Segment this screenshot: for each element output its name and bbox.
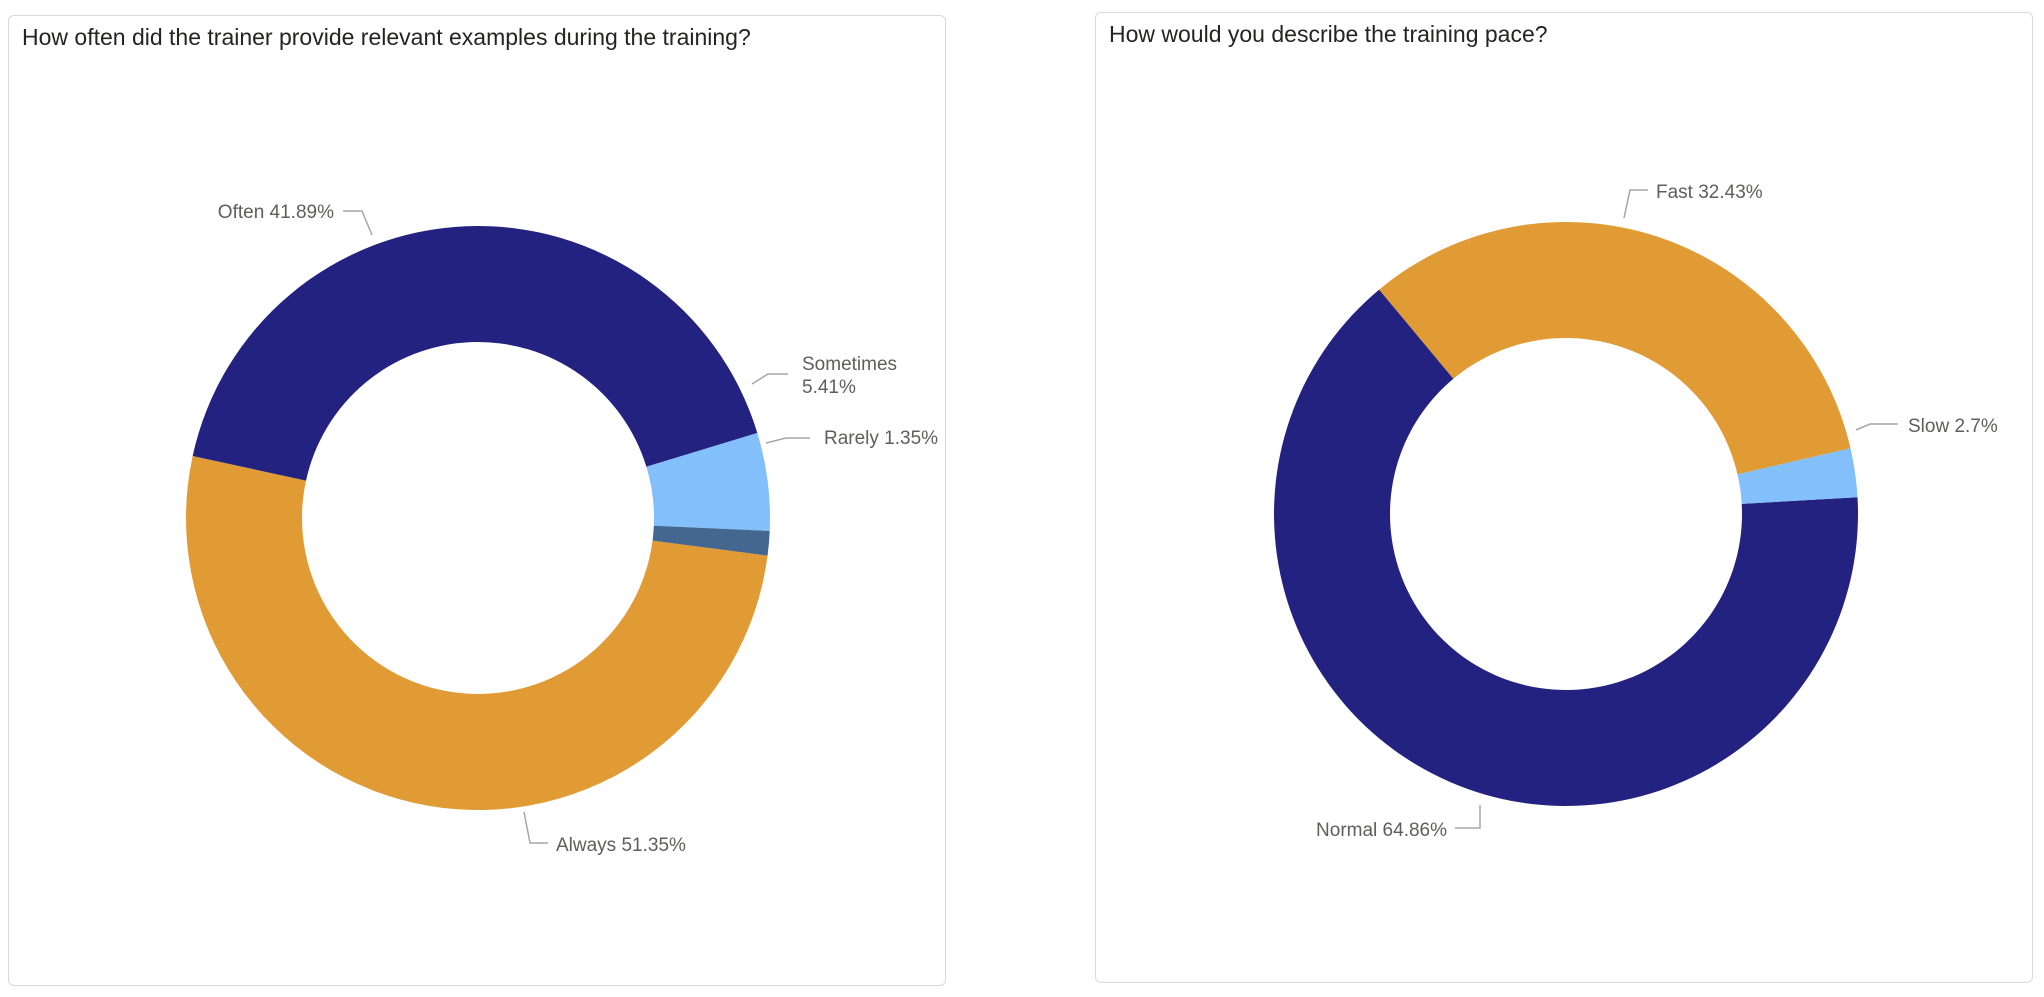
- slice-label-always: Always 51.35%: [556, 835, 686, 856]
- slice-slow[interactable]: [1737, 448, 1858, 504]
- chart-title: How often did the trainer provide releva…: [22, 24, 751, 50]
- chart-card-training-pace: How would you describe the training pace…: [1095, 12, 2033, 983]
- leader-line-always: [523, 811, 548, 844]
- slice-label-rarely: Rarely 1.35%: [824, 428, 938, 449]
- donut-chart-2: Normal 64.86% Fast 32.43% Slow 2.7%: [1274, 182, 1998, 841]
- slice-label-often: Often 41.89%: [218, 202, 334, 223]
- slice-fast[interactable]: [1379, 221, 1851, 475]
- slice-sometimes[interactable]: [646, 432, 770, 531]
- slice-label-slow: Slow 2.7%: [1908, 416, 1998, 437]
- slice-always[interactable]: [186, 455, 768, 810]
- slice-label-sometimes: Sometimes 5.41%: [802, 354, 897, 398]
- chart-title: How would you describe the training pace…: [1109, 21, 1548, 47]
- slice-normal[interactable]: [1274, 289, 1859, 806]
- donut-chart-1: Always 51.35% Often 41.89% Sometimes 5.41% R…: [186, 202, 938, 856]
- leader-line-sometimes: [751, 373, 788, 385]
- leader-line-rarely: [765, 437, 810, 444]
- leader-line-fast: [1623, 189, 1648, 219]
- leader-line-normal: [1455, 805, 1481, 829]
- slice-rarely[interactable]: [652, 525, 770, 556]
- slice-label-fast: Fast 32.43%: [1656, 182, 1763, 203]
- slice-often[interactable]: [192, 226, 758, 481]
- leader-line-often: [343, 210, 373, 236]
- slice-label-normal: Normal 64.86%: [1316, 820, 1447, 841]
- chart-card-trainer-examples: How often did the trainer provide releva…: [8, 15, 946, 986]
- leader-line-slow: [1855, 423, 1898, 431]
